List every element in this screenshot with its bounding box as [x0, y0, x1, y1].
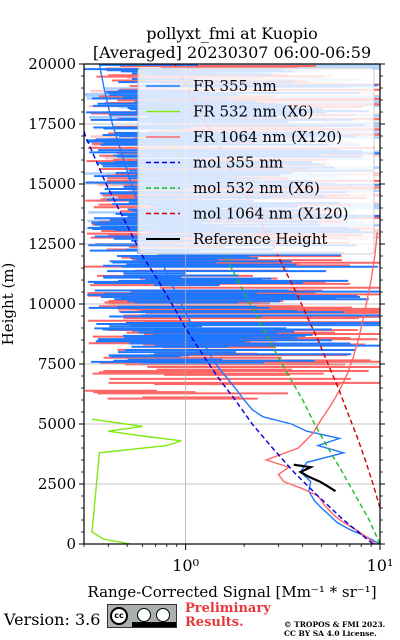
x-tick-label: 10⁰	[172, 556, 199, 575]
legend-label-mol-1064-nm-x120: mol 1064 nm (X120)	[193, 205, 348, 223]
y-tick-label: 7500	[38, 355, 76, 373]
preliminary-line-1: Preliminary	[185, 601, 271, 616]
y-tick-label: 10000	[28, 295, 76, 313]
x-axis-label: Range-Corrected Signal [Mm⁻¹ * sr⁻¹]	[87, 583, 376, 601]
series-line-reference-height	[293, 463, 337, 493]
y-tick-label: 17500	[28, 115, 76, 133]
y-tick-label: 12500	[28, 235, 76, 253]
legend-label-fr-532-nm-x6: FR 532 nm (X6)	[193, 103, 313, 121]
series-line-fr-1064-nm-x120	[264, 231, 379, 544]
legend-label-fr-355-nm: FR 355 nm	[193, 77, 277, 95]
legend-box	[137, 67, 375, 255]
legend-label-mol-355-nm: mol 355 nm	[193, 154, 283, 172]
sa-icon	[156, 608, 170, 622]
legend-label-reference-height: Reference Height	[193, 230, 327, 248]
license-strip	[132, 622, 176, 627]
y-tick-label: 5000	[38, 415, 76, 433]
y-tick-label: 2500	[38, 475, 76, 493]
axis-layer: 0 2500 5000 7500 10000 12500 15000 17500 20000 10…	[28, 55, 393, 575]
legend-label-mol-532-nm-x6: mol 532 nm (X6)	[193, 179, 320, 197]
y-tick-label: 20000	[28, 55, 76, 73]
copyright-line-1: © TROPOS & FMI 2023.	[284, 620, 386, 629]
legend: FR 355 nm FR 532 nm (X6) FR 1064 nm (X120)…	[137, 67, 375, 255]
legend-label-fr-1064-nm-x120: FR 1064 nm (X120)	[193, 128, 342, 146]
version-label: Version: 3.6	[4, 610, 101, 629]
cc-icon: cc	[110, 607, 128, 625]
preliminary-note: Preliminary Results.	[185, 602, 271, 630]
chart-subtitle: [Averaged] 20230307 06:00-06:59	[93, 43, 371, 62]
y-tick-label: 0	[66, 535, 76, 553]
y-axis-label: Height (m)	[0, 263, 17, 346]
y-tick-label: 15000	[28, 175, 76, 193]
copyright-note: © TROPOS & FMI 2023. CC BY SA 4.0 Licens…	[284, 620, 385, 638]
copyright-line-2: CC BY SA 4.0 License.	[284, 629, 377, 638]
chart-title: pollyxt_fmi at Kuopio	[146, 24, 317, 43]
x-tick-label: 10¹	[367, 556, 394, 575]
preliminary-line-2: Results.	[185, 615, 244, 630]
series-line-fr-532-nm-x6	[91, 418, 182, 544]
series-line-mol-355-nm	[84, 131, 374, 544]
cc-license-badge: cc	[107, 604, 177, 628]
by-icon	[137, 608, 151, 622]
